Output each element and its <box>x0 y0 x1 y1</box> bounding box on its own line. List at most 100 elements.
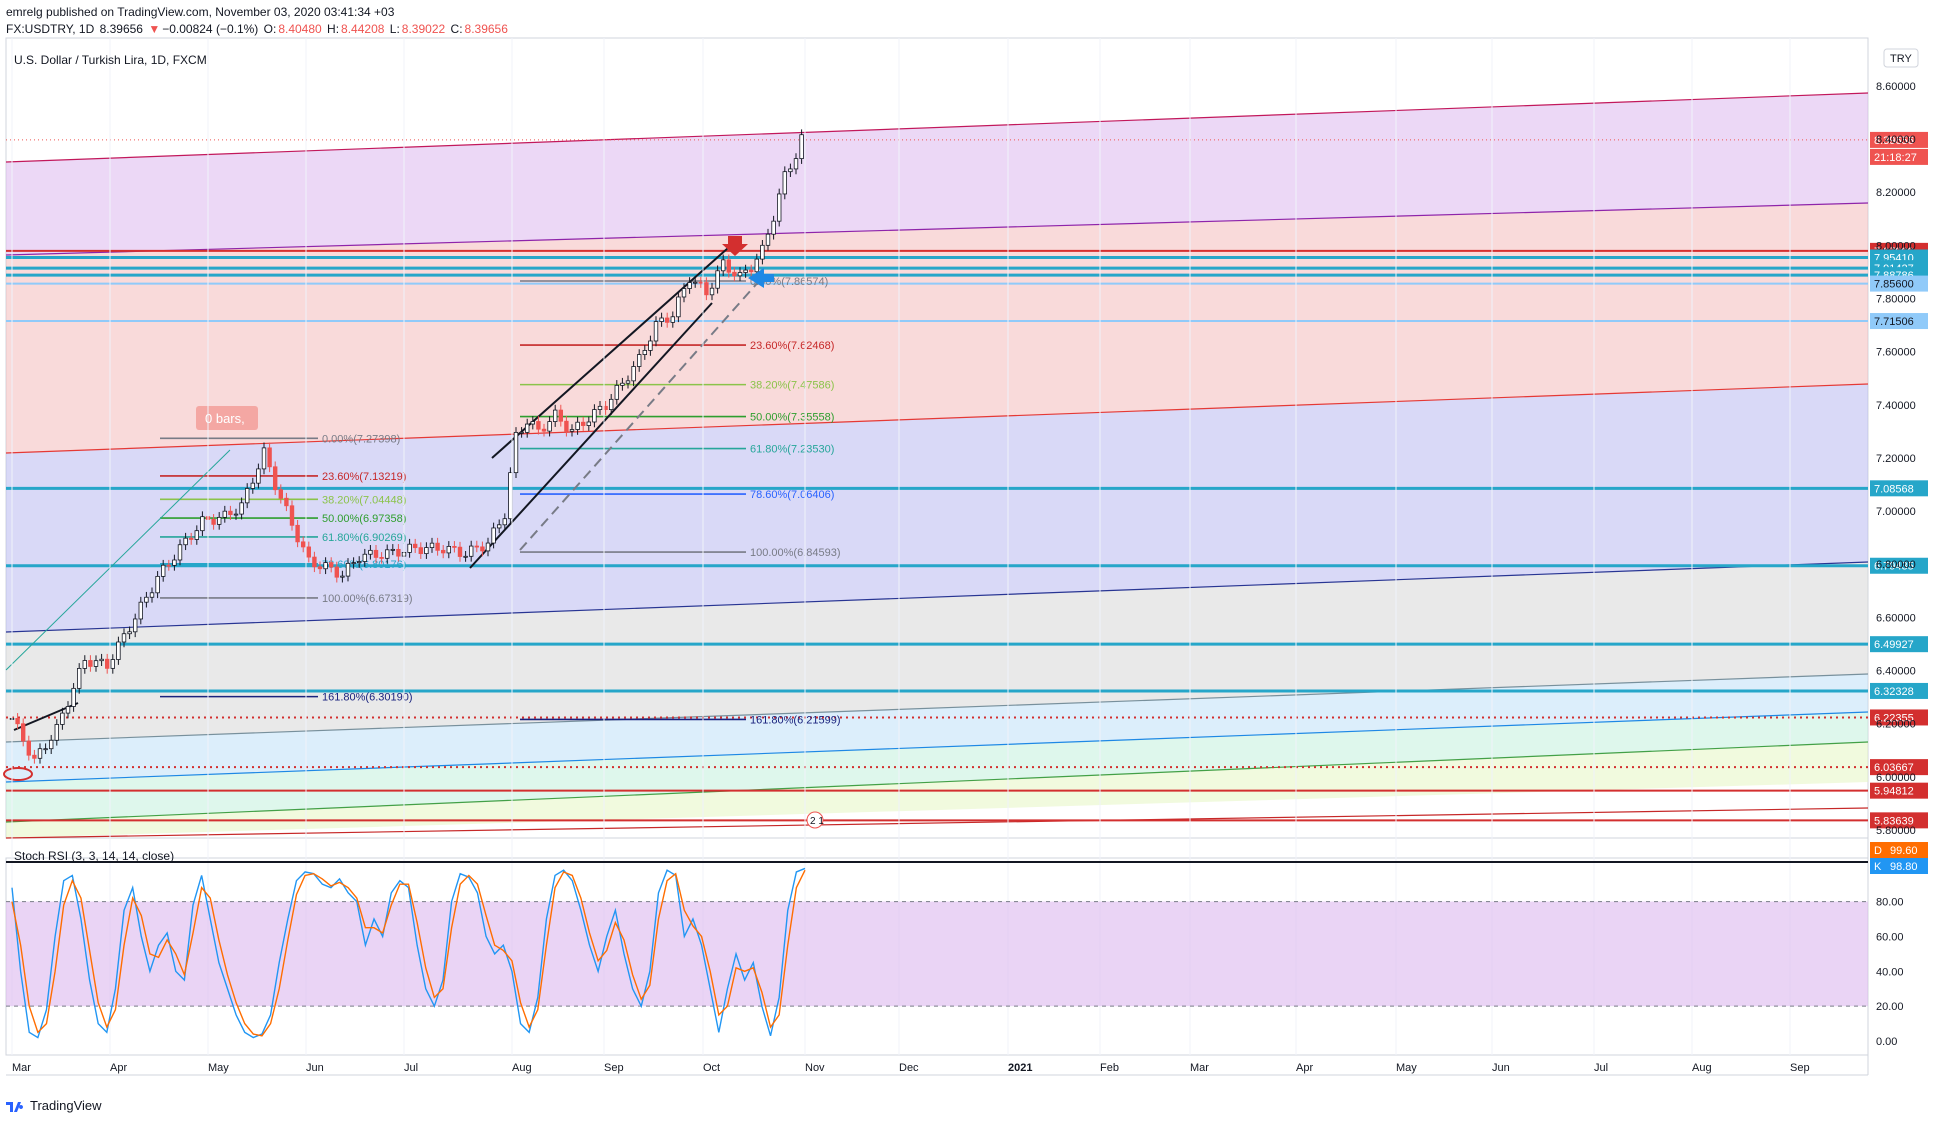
candle-body-51 <box>295 524 300 543</box>
level-tag-10 <box>1870 709 1928 726</box>
stoch-tag-name-K: K <box>1874 861 1882 873</box>
candle-body-14 <box>88 660 93 667</box>
level-tag-9 <box>1870 682 1928 699</box>
candle-body-48 <box>278 489 283 499</box>
candle-body-94 <box>536 421 541 430</box>
channel-edge-bottom <box>5 807 1869 839</box>
fib1-label-5: 78.60%(6.80176) <box>322 559 406 571</box>
footer-brand[interactable]: TradingView <box>6 1098 102 1113</box>
symbol-label: FX:USDTRY, 1D <box>6 22 95 36</box>
fib1-label-3: 50.00%(6.97358) <box>322 513 406 525</box>
level-tag-6 <box>1870 480 1928 497</box>
high-label: H: <box>327 22 340 36</box>
candle-body-97 <box>553 409 558 422</box>
candle-body-132 <box>749 269 754 273</box>
candle-body-121 <box>687 282 692 289</box>
candle-body-17 <box>105 658 110 669</box>
candle-body-39 <box>228 510 233 515</box>
candle-body-40 <box>233 513 239 516</box>
candle-body-117 <box>665 317 670 323</box>
candle-body-140 <box>793 158 799 170</box>
ohlc-line: FX:USDTRY, 1D 8.39656 ▼ −0.00824 (−0.1%) … <box>6 21 510 38</box>
y-tick-label-13: 6.00000 <box>1876 772 1916 784</box>
candle-body-21 <box>127 631 132 635</box>
candle-body-71 <box>407 543 412 553</box>
stoch-series-K <box>11 867 806 1039</box>
x-tick-label-9: Dec <box>899 1062 919 1074</box>
level-tag-8 <box>1870 636 1928 653</box>
candle-body-98 <box>558 409 563 422</box>
channel-band-purple-edge <box>5 92 1869 163</box>
candle-body-92 <box>525 423 530 433</box>
flag-marker-label: 2 1 <box>810 816 824 827</box>
fib1-label-2: 38.20%(7.04448) <box>322 494 406 506</box>
candle-body-110 <box>625 380 631 384</box>
level-tag-4 <box>1870 275 1928 292</box>
y-tick-label-0: 8.60000 <box>1876 81 1916 93</box>
bars-label-text: 0 bars, <box>205 411 245 426</box>
candle-body-76 <box>435 542 440 551</box>
publisher-line: emrelg published on TradingView.com, Nov… <box>6 5 395 19</box>
y-tick-label-4: 7.80000 <box>1876 293 1916 305</box>
channel-band-lightblue-edge <box>5 673 1869 743</box>
candle-body-78 <box>446 545 451 554</box>
candle-body-82 <box>468 545 474 557</box>
candle-body-84 <box>480 546 485 552</box>
trend-line-teal <box>5 449 231 671</box>
candle-body-122 <box>693 281 698 284</box>
candle-body-64 <box>368 549 373 555</box>
highlight-ellipse <box>3 767 33 781</box>
y-tick-label-11: 6.40000 <box>1876 666 1916 678</box>
candle-body-113 <box>642 350 647 355</box>
y-tick-label-12: 6.20000 <box>1876 719 1916 731</box>
close-label: C: <box>450 22 463 36</box>
stoch-tag-value-D: 99.60 <box>1890 845 1918 857</box>
level-label-10: 6.22355 <box>1874 712 1914 724</box>
candle-body-47 <box>272 466 278 491</box>
y-tick-label-7: 7.20000 <box>1876 453 1916 465</box>
x-tick-label-14: May <box>1396 1062 1417 1074</box>
open-value: 8.40480 <box>278 22 322 36</box>
candle-body-10 <box>65 706 71 714</box>
x-tick-label-1: Apr <box>110 1062 127 1074</box>
candle-body-102 <box>581 421 586 426</box>
candle-body-33 <box>194 530 199 540</box>
candle-body-56 <box>323 562 328 570</box>
last-price-tag <box>1870 131 1928 148</box>
candle-body-111 <box>631 366 636 382</box>
candle-body-25 <box>149 592 155 598</box>
candle-body-23 <box>138 601 143 620</box>
x-tick-label-3: Jun <box>306 1062 324 1074</box>
x-tick-label-11: Feb <box>1100 1062 1119 1074</box>
x-tick-label-18: Sep <box>1790 1062 1810 1074</box>
fib1-label-7: 161.80%(6.30190) <box>322 692 413 704</box>
candle-body-115 <box>653 321 659 342</box>
chart-header: emrelg published on TradingView.com, Nov… <box>6 4 510 38</box>
trend-channel-dashed <box>519 279 761 551</box>
candle-body-105 <box>597 405 603 410</box>
candle-body-100 <box>569 429 575 432</box>
candle-body-108 <box>614 384 619 400</box>
open-label: O: <box>263 22 277 36</box>
candle-body-130 <box>737 272 743 277</box>
candle-body-88 <box>502 518 507 526</box>
level-tag-11 <box>1870 759 1928 776</box>
candle-body-137 <box>777 193 782 222</box>
candle-body-93 <box>530 421 535 425</box>
candle-body-67 <box>384 549 390 559</box>
candle-body-49 <box>284 497 289 507</box>
channel-band-green-edge <box>5 711 1869 783</box>
candle-body-26 <box>155 575 160 594</box>
y-tick-label-8: 7.00000 <box>1876 506 1916 518</box>
candle-body-20 <box>121 633 127 643</box>
currency-button <box>1883 48 1919 68</box>
sell-arrow-icon <box>722 236 748 256</box>
candle-body-36 <box>211 518 216 525</box>
candle-body-7 <box>49 739 54 750</box>
fib2-label-2: 38.20%(7.47586) <box>750 380 834 392</box>
y-tick-label-1: 8.40000 <box>1876 134 1916 146</box>
y-tick-label-5: 7.60000 <box>1876 347 1916 359</box>
currency-button-label: TRY <box>1890 53 1912 65</box>
footer-brand-label: TradingView <box>30 1098 102 1113</box>
